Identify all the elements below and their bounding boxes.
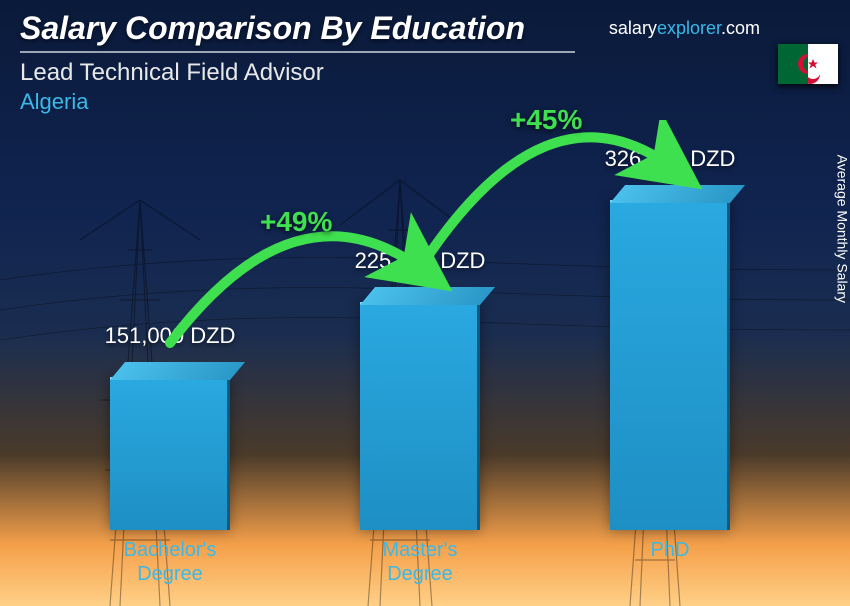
logo-part-2: explorer	[657, 18, 721, 38]
chart-country: Algeria	[20, 89, 830, 115]
bar-category-label: PhD	[590, 538, 750, 562]
bar-value-label: 151,000 DZD	[60, 323, 280, 349]
y-axis-label: Average Monthly Salary	[834, 155, 850, 303]
chart-title: Salary Comparison By Education	[20, 10, 575, 53]
site-logo: salaryexplorer.com	[609, 18, 760, 39]
chart-subtitle: Lead Technical Field Advisor	[20, 59, 830, 87]
bar-value-label: 225,000 DZD	[310, 248, 530, 274]
increase-label: +45%	[510, 104, 582, 136]
bar-category-label: Bachelor'sDegree	[90, 538, 250, 586]
logo-part-3: .com	[721, 18, 760, 38]
logo-part-1: salary	[609, 18, 657, 38]
bar	[610, 200, 730, 530]
bar-category-label: Master'sDegree	[340, 538, 500, 586]
bar	[360, 302, 480, 530]
increase-label: +49%	[260, 206, 332, 238]
country-flag-icon	[778, 44, 838, 84]
bar-value-label: 326,000 DZD	[560, 146, 780, 172]
bar	[110, 377, 230, 530]
bar-chart: 151,000 DZD Bachelor'sDegree 225,000 DZD Ma…	[50, 120, 790, 590]
